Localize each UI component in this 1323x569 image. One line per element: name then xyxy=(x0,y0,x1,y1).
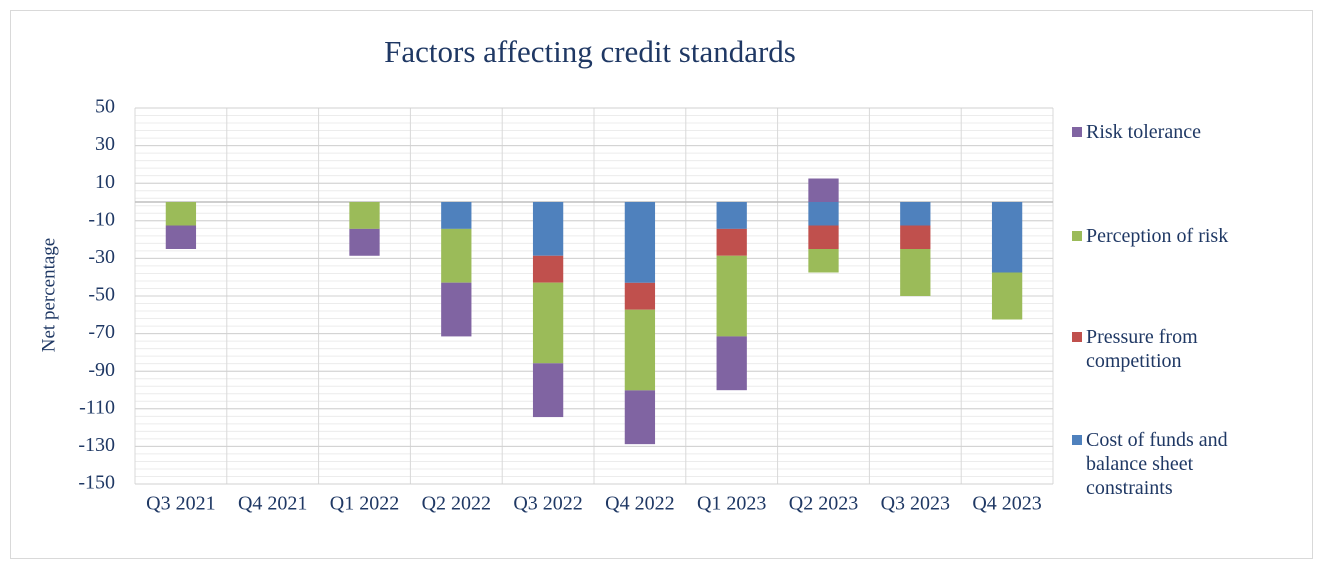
y-tick-label: -30 xyxy=(88,246,115,268)
bar-segment xyxy=(624,202,656,283)
bar-segment xyxy=(532,363,564,418)
bar-segment xyxy=(716,202,747,229)
bar-segment xyxy=(808,225,839,249)
legend-label: Cost of funds and balance sheet constrai… xyxy=(1086,429,1228,499)
legend-swatch xyxy=(1072,332,1082,342)
x-tick-label: Q4 2023 xyxy=(972,493,1041,515)
y-tick-label: -50 xyxy=(88,284,115,306)
bar-segment xyxy=(716,255,747,337)
bar-segment xyxy=(441,202,472,229)
bar-segment xyxy=(441,228,472,283)
x-tick-label: Q4 2021 xyxy=(238,493,307,515)
x-tick-label: Q1 2022 xyxy=(330,493,399,515)
y-axis-label: Net percentage xyxy=(38,238,59,352)
legend-item: Cost of funds and balance sheet constrai… xyxy=(1072,428,1302,500)
legend-label: Perception of risk xyxy=(1086,225,1229,247)
y-tick-label: -150 xyxy=(78,472,115,494)
bar-segment xyxy=(900,225,931,249)
legend-item: Risk tolerance xyxy=(1072,120,1302,144)
bar-segment xyxy=(716,228,747,256)
legend-swatch xyxy=(1072,231,1082,241)
legend-label: Risk tolerance xyxy=(1086,121,1201,143)
y-tick-label: -110 xyxy=(79,396,115,418)
bar-segment xyxy=(716,336,747,391)
bar-segment xyxy=(441,282,472,337)
y-tick-label: 10 xyxy=(95,171,115,193)
y-tick-label: 50 xyxy=(95,96,115,118)
bar-segment xyxy=(808,202,839,226)
bar-segment xyxy=(624,390,656,445)
x-tick-label: Q3 2023 xyxy=(881,493,950,515)
bar-segment xyxy=(532,282,564,364)
bar-segment xyxy=(349,202,380,229)
legend-item: Perception of risk xyxy=(1072,224,1302,248)
y-tick-label: -90 xyxy=(88,359,115,381)
chart-title: Factors affecting credit standards xyxy=(384,34,796,69)
bar-segment xyxy=(808,178,839,202)
bar-segment xyxy=(624,309,656,391)
x-tick-label: Q1 2023 xyxy=(697,493,766,515)
y-tick-label: -10 xyxy=(88,208,115,230)
x-tick-label: Q3 2022 xyxy=(513,493,582,515)
bar-segment xyxy=(532,255,564,283)
bar-segment xyxy=(900,249,931,296)
bar-segment xyxy=(532,202,564,256)
bar-segment xyxy=(624,282,656,310)
legend-label: Pressure from competition xyxy=(1086,326,1198,372)
bar-segment xyxy=(349,228,380,256)
y-tick-label: -130 xyxy=(78,434,115,456)
bar-segment xyxy=(991,202,1023,273)
legend-swatch xyxy=(1072,127,1082,137)
y-tick-label: 30 xyxy=(95,133,115,155)
legend-swatch xyxy=(1072,435,1082,445)
x-tick-label: Q3 2021 xyxy=(146,493,215,515)
x-tick-label: Q4 2022 xyxy=(605,493,674,515)
x-tick-label: Q2 2022 xyxy=(422,493,491,515)
bar-segment xyxy=(991,272,1023,320)
bar-segment xyxy=(165,225,197,249)
bar-segment xyxy=(808,249,839,273)
y-tick-label: -70 xyxy=(88,321,115,343)
chart-border xyxy=(10,10,1313,559)
bar-segment xyxy=(900,202,931,226)
legend-item: Pressure from competition xyxy=(1072,325,1302,373)
x-tick-label: Q2 2023 xyxy=(789,493,858,515)
bar-segment xyxy=(165,202,197,226)
